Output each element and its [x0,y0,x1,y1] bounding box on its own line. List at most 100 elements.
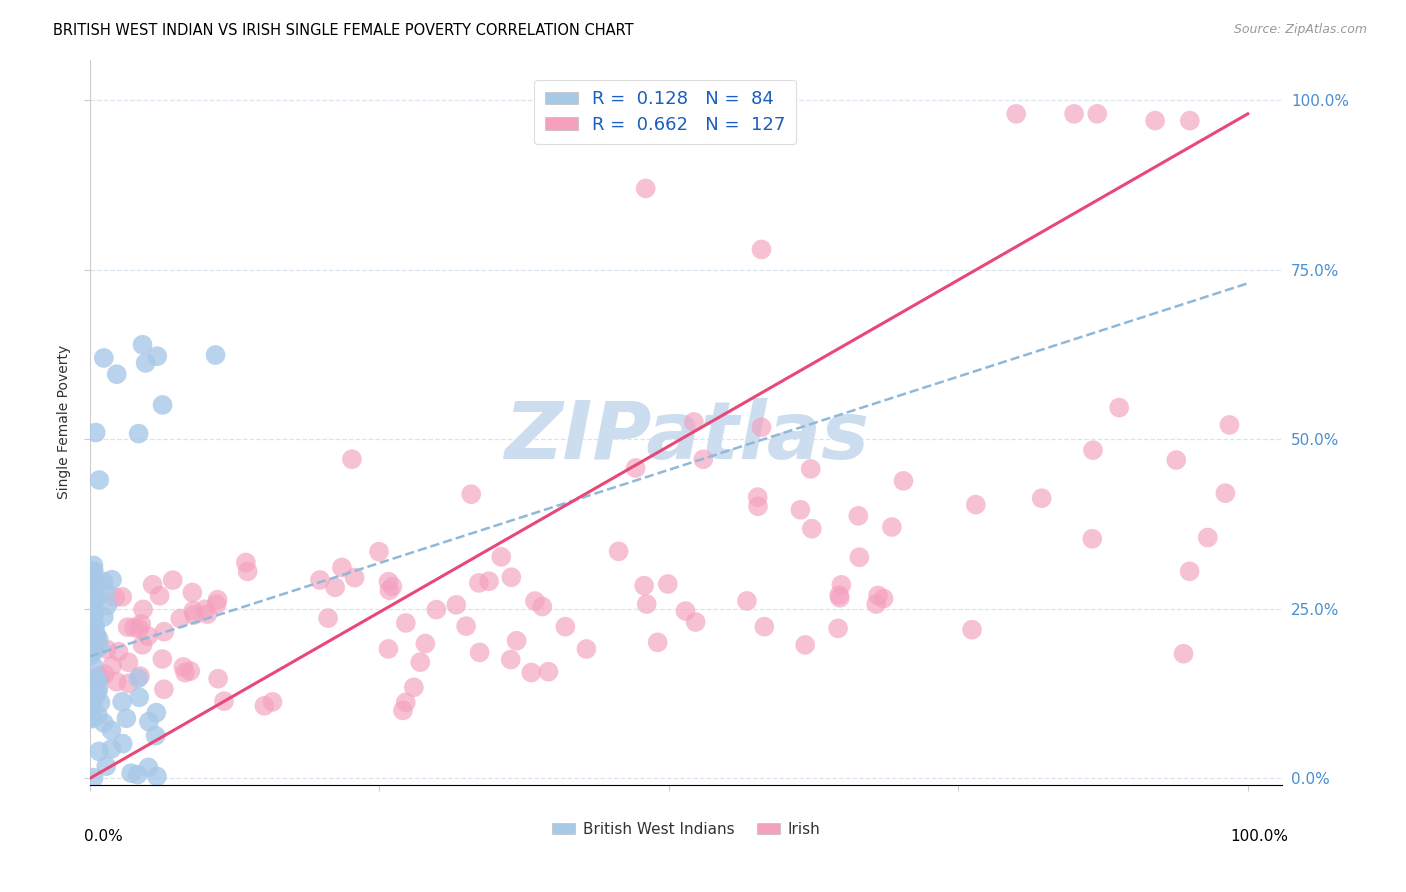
Point [86,591,108,605]
Point [79,648,101,662]
Point [169,611,191,625]
Point [86,672,108,686]
Y-axis label: Single Female Poverty: Single Female Poverty [58,345,72,500]
Point [575,642,598,657]
Point [1218,417,1240,432]
Point [82,659,104,673]
Point [111,590,134,604]
Point [194,602,217,616]
Point [82,600,104,615]
Point [682,415,704,429]
Point [183,607,205,622]
Point [377,641,399,656]
Point [94,584,117,599]
Point [647,635,669,649]
Point [146,769,169,783]
Point [83,593,105,607]
Point [83,573,105,587]
Point [93,351,115,365]
Point [80,590,103,604]
Point [122,620,145,634]
Point [132,602,155,616]
Point [83,618,105,632]
Text: BRITISH WEST INDIAN VS IRISH SINGLE FEMALE POVERTY CORRELATION CHART: BRITISH WEST INDIAN VS IRISH SINGLE FEMA… [53,23,634,38]
Point [135,356,157,370]
Point [505,633,527,648]
Point [96,599,118,613]
Point [323,580,346,594]
Point [830,578,852,592]
Point [460,487,482,501]
Point [86,673,108,687]
Point [392,703,415,717]
Point [478,574,501,589]
Point [138,714,160,729]
Point [880,520,903,534]
Point [827,621,849,635]
Point [100,723,122,738]
Point [1173,647,1195,661]
Point [145,706,167,720]
Point [212,694,235,708]
Point [82,558,104,573]
Point [152,398,174,412]
Point [136,629,159,643]
Point [82,642,104,657]
Point [96,642,118,657]
Point [207,672,229,686]
Point [675,604,697,618]
Point [79,585,101,599]
Point [86,629,108,643]
Point [79,587,101,601]
Point [83,607,105,622]
Point [107,645,129,659]
Point [456,619,478,633]
Point [751,420,773,434]
Point [607,544,630,558]
Point [82,587,104,601]
Point [83,771,105,785]
Point [162,573,184,587]
Point [1031,491,1053,506]
Point [153,682,176,697]
Point [83,587,105,601]
Point [425,602,447,616]
Point [794,638,817,652]
Point [685,615,707,629]
Point [1166,453,1188,467]
Point [84,631,107,645]
Point [145,729,167,743]
Point [253,698,276,713]
Point [207,592,229,607]
Point [747,500,769,514]
Point [129,616,152,631]
Point [415,636,437,650]
Point [79,564,101,578]
Point [204,348,226,362]
Point [87,681,110,695]
Point [499,652,522,666]
Text: 100.0%: 100.0% [1230,829,1288,844]
Point [89,640,111,654]
Point [636,597,658,611]
Point [80,706,103,720]
Point [340,452,363,467]
Point [82,690,104,704]
Point [378,583,401,598]
Point [82,608,104,623]
Point [84,580,107,594]
Point [1144,113,1167,128]
Point [94,667,117,681]
Point [80,693,103,707]
Point [82,696,104,710]
Point [82,624,104,638]
Point [789,503,811,517]
Point [80,648,103,663]
Point [128,690,150,705]
Point [1108,401,1130,415]
Point [83,690,105,704]
Point [127,767,149,781]
Point [634,181,657,195]
Point [1005,107,1028,121]
Point [101,658,124,673]
